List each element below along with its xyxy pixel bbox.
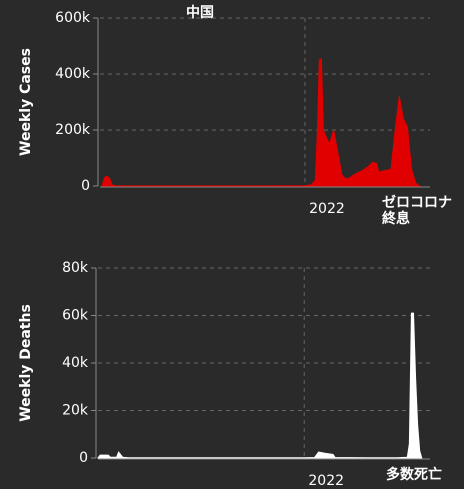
y-tick-label: 400k bbox=[55, 66, 91, 82]
y-axis-label: Weekly Deaths bbox=[18, 304, 34, 422]
x-tick-label: 2022 bbox=[308, 473, 344, 489]
annotation: 多数死亡 bbox=[386, 466, 442, 483]
y-tick-label: 0 bbox=[79, 450, 88, 466]
annotation: 終息 bbox=[382, 210, 410, 227]
y-axis-label: Weekly Cases bbox=[18, 48, 34, 156]
y-tick-label: 0 bbox=[81, 178, 90, 194]
y-tick-label: 20k bbox=[62, 403, 89, 419]
y-tick-label: 60k bbox=[62, 308, 89, 324]
y-tick-label: 80k bbox=[62, 260, 89, 276]
chart-title: 中国 bbox=[186, 4, 214, 21]
area bbox=[101, 57, 422, 187]
area bbox=[97, 312, 423, 459]
annotation: ゼロコロナ bbox=[382, 194, 452, 211]
y-tick-label: 40k bbox=[62, 355, 89, 371]
x-tick-label: 2022 bbox=[309, 201, 345, 217]
y-tick-label: 200k bbox=[55, 122, 91, 138]
y-tick-label: 600k bbox=[55, 10, 91, 26]
